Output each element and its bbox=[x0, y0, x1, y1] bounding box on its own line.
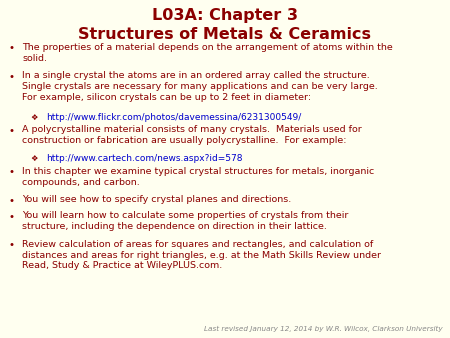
Text: In this chapter we examine typical crystal structures for metals, inorganic
comp: In this chapter we examine typical cryst… bbox=[22, 167, 374, 187]
Text: •: • bbox=[8, 212, 14, 221]
Text: You will see how to specify crystal planes and directions.: You will see how to specify crystal plan… bbox=[22, 195, 291, 204]
Text: http://www.flickr.com/photos/davemessina/6231300549/: http://www.flickr.com/photos/davemessina… bbox=[46, 113, 301, 121]
Text: •: • bbox=[8, 195, 14, 206]
Text: Review calculation of areas for squares and rectangles, and calculation of
dista: Review calculation of areas for squares … bbox=[22, 240, 381, 270]
Text: The properties of a material depends on the arrangement of atoms within the
soli: The properties of a material depends on … bbox=[22, 43, 393, 63]
Text: ❖: ❖ bbox=[30, 113, 37, 121]
Text: •: • bbox=[8, 125, 14, 136]
Text: L03A: Chapter 3
Structures of Metals & Ceramics: L03A: Chapter 3 Structures of Metals & C… bbox=[78, 8, 372, 42]
Text: You will learn how to calculate some properties of crystals from their
structure: You will learn how to calculate some pro… bbox=[22, 212, 348, 231]
Text: •: • bbox=[8, 240, 14, 250]
Text: •: • bbox=[8, 167, 14, 177]
Text: In a single crystal the atoms are in an ordered array called the structure.
Sing: In a single crystal the atoms are in an … bbox=[22, 72, 378, 102]
Text: A polycrystalline material consists of many crystals.  Materials used for
constr: A polycrystalline material consists of m… bbox=[22, 125, 362, 145]
Text: ❖: ❖ bbox=[30, 154, 37, 163]
Text: •: • bbox=[8, 43, 14, 53]
Text: http://www.cartech.com/news.aspx?id=578: http://www.cartech.com/news.aspx?id=578 bbox=[46, 154, 243, 163]
Text: Last revised January 12, 2014 by W.R. Wilcox, Clarkson University: Last revised January 12, 2014 by W.R. Wi… bbox=[204, 326, 443, 332]
Text: •: • bbox=[8, 72, 14, 81]
